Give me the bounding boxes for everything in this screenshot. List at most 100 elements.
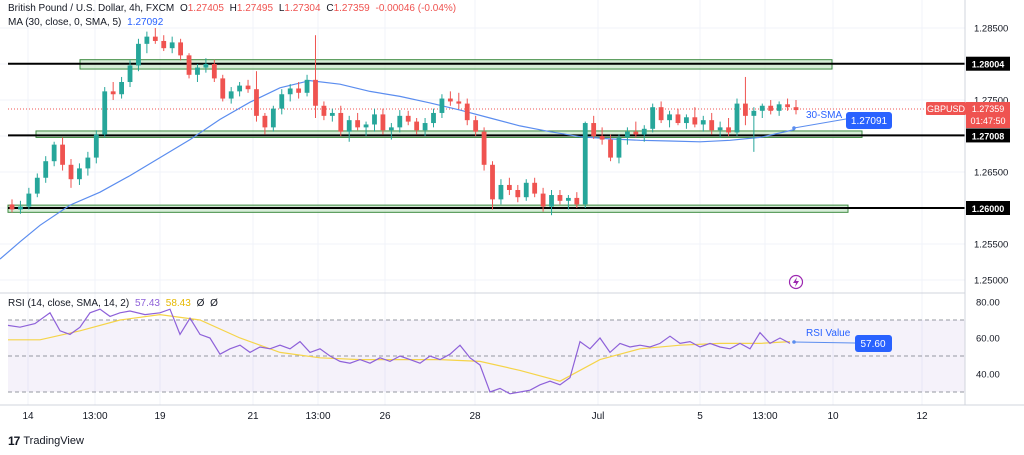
price-axis-tick: 1.28500 (974, 24, 1008, 35)
time-axis-tick: 5 (697, 411, 703, 422)
legend-rsi-label: RSI (14, close, SMA, 14, 2) (8, 298, 130, 309)
candle-body (102, 91, 108, 135)
legend-rsi-extra2: Ø (210, 298, 218, 309)
time-axis-tick: 12 (916, 411, 928, 422)
candle-body (641, 128, 647, 135)
time-axis[interactable]: 14 13:00 19 21 13:00 26 28 Jul 5 13:00 10 12 (22, 411, 928, 422)
candle-body (675, 114, 681, 124)
candle-body (195, 67, 200, 75)
rsi-annotation-label: RSI Value (806, 328, 851, 339)
candle-body (700, 120, 706, 125)
candle-body (136, 43, 141, 66)
candle-body (152, 36, 158, 41)
candle-body (169, 42, 175, 49)
rsi-axis-tick: 60.00 (976, 334, 1000, 345)
candle-body (743, 103, 748, 116)
sma-annotation: 30-SMA 1.27091 (792, 110, 892, 130)
candle-body (616, 137, 622, 158)
candle-body (684, 117, 689, 124)
candle-body (355, 120, 361, 128)
sma-line (0, 79, 796, 260)
candle-body (405, 115, 411, 122)
legend-low: 1.27304 (284, 3, 321, 14)
candle-body (287, 88, 293, 95)
candle-body (43, 161, 49, 178)
candle-body (447, 98, 453, 102)
candle-body (186, 55, 192, 75)
time-axis-tick: Jul (592, 411, 605, 422)
candle-body (220, 78, 226, 99)
candle-body (759, 105, 765, 111)
time-axis-tick: 21 (247, 411, 259, 422)
legend-rsi: RSI (14, close, SMA, 14, 2) 57.43 58.43 … (8, 298, 221, 309)
candle-body (85, 157, 91, 169)
legend-rsi-value: 57.43 (134, 298, 160, 309)
candle-body (523, 182, 529, 198)
candle-body (624, 131, 630, 138)
candle-body (650, 107, 656, 129)
candle-body (262, 115, 268, 128)
time-axis-tick: 26 (379, 411, 391, 422)
rsi-line (7, 308, 791, 395)
candle-body (363, 124, 369, 128)
rsi-panel (8, 319, 965, 393)
candle-body (692, 117, 698, 125)
price-axis-tick: 1.26500 (974, 168, 1008, 179)
candle-body (549, 195, 554, 207)
legend-ma-value: 1.27092 (127, 17, 164, 28)
level-tag: 1.27008 (972, 131, 1005, 141)
candle-body (439, 98, 445, 113)
tradingview-logo-text: TradingView (23, 435, 84, 447)
candle-body (237, 85, 243, 92)
candle-body (532, 182, 538, 194)
candle-body (481, 131, 487, 165)
candle-body (338, 112, 344, 132)
rsi-sma-line (8, 313, 791, 382)
time-axis-tick: 13:00 (752, 411, 777, 422)
candle-body (599, 136, 605, 140)
candle-body (9, 204, 15, 210)
candle-body (296, 88, 302, 93)
level-tag-bg (966, 201, 1010, 215)
candle-body (751, 110, 757, 116)
candle-body (785, 104, 790, 108)
candle-body (540, 193, 546, 207)
legend-high-label: H (229, 3, 237, 14)
candle-body (51, 144, 57, 162)
candle-body (515, 190, 521, 198)
candle-body (77, 168, 82, 180)
legend-close: 1.27359 (333, 3, 370, 14)
price-tag-price: 1.27359 (972, 104, 1005, 114)
candle-body (776, 104, 782, 111)
candle-body (211, 64, 217, 79)
candle-body (304, 79, 310, 93)
candle-body (127, 65, 133, 82)
candle-body (93, 134, 99, 158)
zone (35, 130, 863, 138)
price-tag-timer: 01:47:50 (970, 116, 1005, 126)
time-axis-tick: 28 (469, 411, 481, 422)
candle-body (321, 105, 327, 116)
candle-body (228, 91, 234, 99)
candle-body (380, 114, 386, 131)
candle-body (346, 120, 352, 132)
legend-main: British Pound / U.S. Dollar, 4h, FXCM O1… (8, 3, 459, 14)
price-tag-symbol: GBPUSD (927, 104, 966, 114)
candle-body (498, 184, 504, 200)
events-icon[interactable] (788, 274, 804, 290)
sma-annotation-value: 1.27091 (851, 116, 888, 127)
rsi-axis[interactable]: 80.00 60.00 40.00 (976, 298, 1000, 381)
candle-body (667, 114, 672, 121)
candle-body (456, 101, 462, 104)
candle-body (414, 121, 420, 131)
legend-open: 1.27405 (187, 3, 224, 14)
candle-body (574, 197, 580, 205)
candle-body (388, 127, 394, 131)
candle-body (18, 206, 23, 210)
candle-body (161, 40, 167, 49)
legend-close-label: C (326, 3, 334, 14)
tradingview-logo[interactable]: 17 TradingView (8, 434, 84, 448)
rsi-annotation: RSI Value 57.60 (792, 328, 892, 352)
candle-body (473, 120, 479, 132)
